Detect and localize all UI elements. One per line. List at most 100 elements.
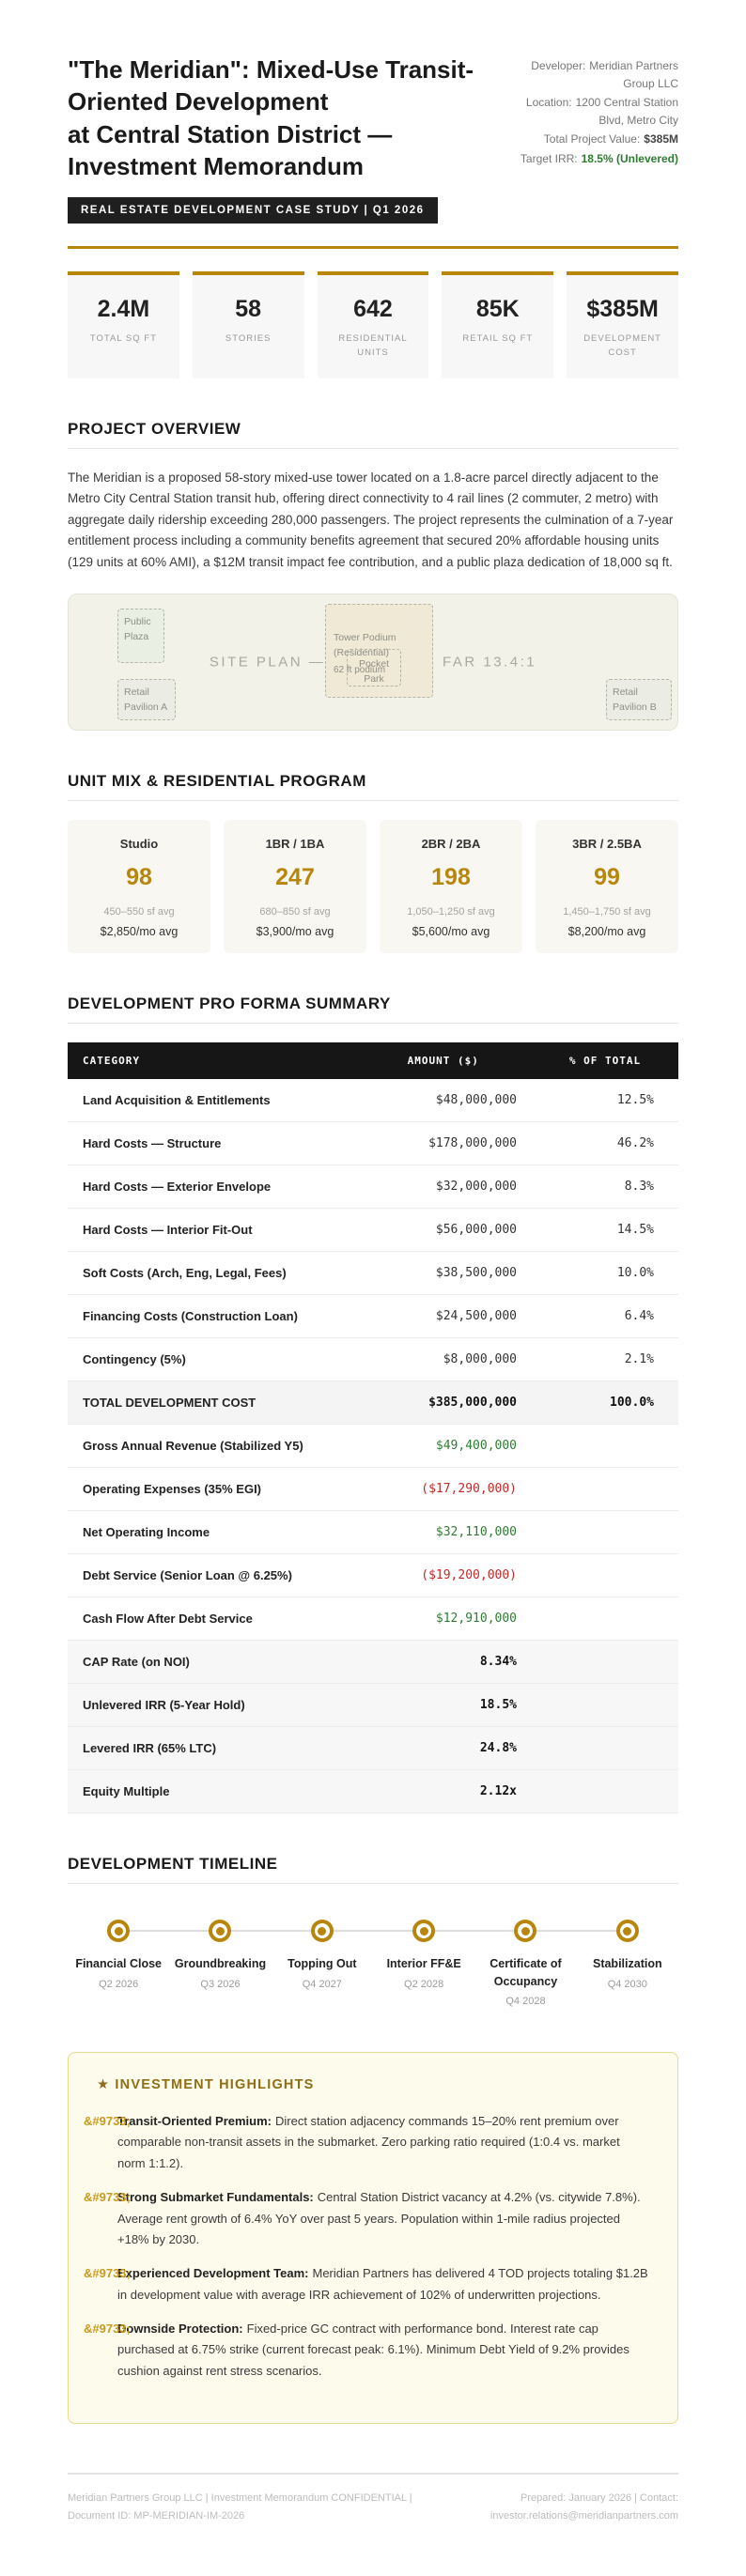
stat-value: 642 [353,296,393,323]
investment-highlights-box: ★ INVESTMENT HIGHLIGHTS &#9733; Transit-O… [68,2051,678,2424]
amount-cell: $32,000,000 [354,1165,532,1210]
highlights-list: &#9733; Transit-Oriented Premium: Direct s… [84,2111,649,2383]
milestone-date: Q4 2028 [505,1995,546,2007]
milestone-label: Interior FF&E [386,1957,461,1971]
pct-cell: 46.2% [532,1121,678,1166]
pct-cell: 6.4% [532,1294,678,1339]
unit-type: 3BR / 2.5BA [572,837,642,852]
unit-type: Studio [119,837,159,852]
category-cell: Equity Multiple [68,1769,355,1814]
amount-cell: $178,000,000 [354,1121,532,1166]
highlight-item: &#9733; Downside Protection: Fixed-price G… [84,2319,649,2383]
amount-cell: $12,910,000 [354,1597,532,1642]
document-header: "The Meridian": Mixed-Use Transit-Orient… [68,54,678,224]
milestone-dot-icon [209,1920,232,1943]
milestone-dot-icon [615,1920,639,1943]
stat-card: 85K RETAIL SQ FT [442,271,554,378]
pct-cell [532,1510,678,1555]
amount-cell: 8.34% [354,1640,532,1685]
meta-label: Developer: [531,59,586,72]
pct-cell [532,1553,678,1598]
pro-forma-row: Hard Costs — Exterior Envelope $32,000,0… [68,1165,678,1210]
stat-card: $385M DEVELOPMENT COST [567,271,678,378]
pct-cell [532,1769,678,1814]
unit-rent: $2,850/mo avg [100,925,179,939]
unit-card: Studio 98 450–550 sf avg $2,850/mo avg [68,820,210,954]
pct-cell: 14.5% [532,1208,678,1253]
pct-cell: 2.1% [532,1337,678,1382]
header-meta: Developer: Meridian Partners Group LLC Lo… [505,54,678,170]
star-entity-marker: &#9733; [84,2113,131,2128]
header-title-block: "The Meridian": Mixed-Use Transit-Orient… [68,54,495,224]
site-plan-retail-pavilion-b: Retail Pavilion B [606,679,672,721]
category-cell: Net Operating Income [68,1510,355,1555]
amount-cell: 24.8% [354,1726,532,1771]
meta-value: 1200 Central Station Blvd, Metro City [575,96,678,127]
column-header-category: CATEGORY [68,1042,355,1080]
unit-rent: $3,900/mo avg [256,925,334,939]
section-title-project-overview: PROJECT OVERVIEW [68,420,678,449]
header-meta-line: Total Project Value: $385M [505,131,678,148]
meta-label: Target IRR: [520,151,578,165]
pct-cell [532,1424,678,1469]
amount-cell: $32,110,000 [354,1510,532,1555]
pro-forma-row: CAP Rate (on NOI) 8.34% [68,1640,678,1685]
highlight-text: Direct station adjacency commands 15–20%… [117,2113,620,2171]
milestone-date: Q2 2028 [404,1978,444,1990]
unit-type: 1BR / 1BA [265,837,325,852]
highlight-label: Strong Submarket Fundamentals: [117,2189,314,2204]
timeline-milestone: Financial Close Q2 2026 [68,1920,169,2006]
unit-size-range: 450–550 sf avg [103,906,175,918]
milestone-dot-icon [412,1920,436,1943]
document-footer: Meridian Partners Group LLC | Investment… [68,2472,678,2524]
stat-label: RESIDENTIAL UNITS [338,333,408,358]
category-cell: Contingency (5%) [68,1337,355,1382]
timeline-section: DEVELOPMENT TIMELINE Financial Close Q2 … [68,1855,678,2007]
meta-value: Meridian Partners Group LLC [589,59,678,90]
amount-cell: ($17,290,000) [354,1467,532,1512]
amount-cell: $49,400,000 [354,1424,532,1469]
milestone-label: Financial Close [75,1957,163,1971]
highlight-item: &#9733; Experienced Development Team: Meri… [84,2263,649,2306]
highlight-label: Transit-Oriented Premium: [117,2113,272,2128]
section-title-unit-mix: UNIT MIX & RESIDENTIAL PROGRAM [68,772,678,802]
milestone-dot-icon [310,1920,334,1943]
amount-cell: ($19,200,000) [354,1553,532,1598]
category-cell: Debt Service (Senior Loan @ 6.25%) [68,1553,355,1598]
unit-rent: $5,600/mo avg [412,925,490,939]
unit-count: 247 [275,864,315,891]
pro-forma-table: CATEGORY AMOUNT ($) % OF TOTAL Land Acqu… [68,1042,678,1814]
amount-cell: 18.5% [354,1683,532,1728]
unit-size-range: 680–850 sf avg [259,906,331,918]
header-meta-line: Location: 1200 Central Station Blvd, Metr… [505,94,678,129]
case-study-badge: REAL ESTATE DEVELOPMENT CASE STUDY | Q1 … [68,197,438,224]
pct-cell: 100.0% [532,1381,678,1426]
stat-value: $385M [586,296,659,323]
amount-cell: $8,000,000 [354,1337,532,1382]
unit-card: 2BR / 2BA 198 1,050–1,250 sf avg $5,600/… [380,820,522,954]
overview-paragraph: The Meridian is a proposed 58-story mixe… [68,470,674,569]
site-plan-public-plaza: Public Plaza [117,609,164,664]
stat-label: DEVELOPMENT COST [583,333,661,358]
pro-forma-row: Hard Costs — Structure $178,000,000 46.2… [68,1121,678,1166]
pro-forma-row: Land Acquisition & Entitlements $48,000,… [68,1079,678,1123]
development-timeline: Financial Close Q2 2026 Groundbreaking Q… [68,1920,678,2007]
category-cell: Hard Costs — Exterior Envelope [68,1165,355,1210]
category-cell: Cash Flow After Debt Service [68,1597,355,1642]
category-cell: Soft Costs (Arch, Eng, Legal, Fees) [68,1251,355,1296]
unit-count: 98 [126,864,152,891]
timeline-milestone: Certificate of Occupancy Q4 2028 [474,1920,576,2007]
site-plan-tower-podium: Tower Podium (Residential) 62 ft podium [325,604,433,699]
footer-left-text: Meridian Partners Group LLC | Investment… [68,2491,412,2522]
pro-forma-row: Unlevered IRR (5-Year Hold) 18.5% [68,1683,678,1728]
pro-forma-table-header: CATEGORY AMOUNT ($) % OF TOTAL [68,1042,678,1080]
memorandum-page: "The Meridian": Mixed-Use Transit-Orient… [68,0,678,2576]
unit-card: 1BR / 1BA 247 680–850 sf avg $3,900/mo a… [224,820,366,954]
unit-count: 198 [431,864,471,891]
pro-forma-row: Equity Multiple 2.12x [68,1769,678,1814]
stat-card: 58 STORIES [192,271,304,378]
category-cell: Levered IRR (65% LTC) [68,1726,355,1771]
stat-value: 85K [475,296,520,323]
site-plan-diagram: SITE PLAN — 1.8 ACRES | FAR 13.4:1 Publi… [68,594,678,732]
unit-size-range: 1,050–1,250 sf avg [407,906,495,918]
